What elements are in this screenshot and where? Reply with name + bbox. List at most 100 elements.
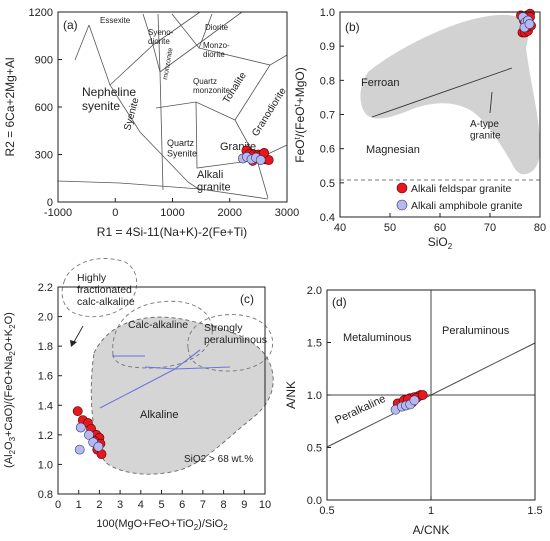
panel-c-hfca-field bbox=[61, 258, 138, 318]
feldspar-granite-point bbox=[72, 406, 83, 417]
y-tick-label: 1.4 bbox=[38, 400, 53, 412]
y-tick-label: 1.0 bbox=[320, 7, 335, 19]
panel-c-hfca-arrow bbox=[73, 325, 84, 343]
x-tick-label: 2 bbox=[96, 499, 102, 511]
x-tick-label: 9 bbox=[241, 499, 247, 511]
panel-c-hfca-arrowhead bbox=[70, 340, 77, 347]
y-tick-label: 1.8 bbox=[38, 341, 53, 353]
panel-c-yticks: 0.8 1.0 1.2 1.4 1.6 1.8 2.0 2.2 bbox=[38, 282, 62, 501]
y-tick-label: 600 bbox=[35, 102, 53, 114]
y-tick-label: 900 bbox=[35, 55, 53, 67]
amphibole-granite-point bbox=[74, 444, 85, 455]
y-tick-label: 1.2 bbox=[38, 430, 53, 442]
field-label-line: granite bbox=[470, 131, 501, 142]
panel-a-field-label: Granodiorite bbox=[250, 86, 289, 139]
panel-c-xticks: 0 1 2 3 4 5 6 7 8 9 10 bbox=[55, 490, 271, 511]
panel-c-calcalk-field bbox=[112, 300, 213, 369]
panel-d-points bbox=[390, 390, 428, 415]
panel-a-field-label: Syeno-diorite bbox=[148, 28, 174, 46]
panel-b-yticks: 0.4 0.5 0.6 0.7 0.8 0.9 1.0 bbox=[320, 7, 344, 224]
panel-b-field-label: A-type granite bbox=[470, 119, 501, 142]
panel-c: Highly fractionated calc-alkaline Calc-alk… bbox=[3, 258, 274, 532]
field-label-line: diorite bbox=[148, 37, 170, 46]
panel-b-field-label: Magnesian bbox=[366, 144, 420, 156]
x-tick-label: 40 bbox=[334, 222, 346, 234]
amphibole-granite-point bbox=[93, 441, 104, 452]
field-label-line: Ferroan bbox=[361, 77, 400, 89]
x-tick-label: 0.5 bbox=[319, 505, 334, 517]
panel-b-xticks: 40 50 60 70 80 bbox=[334, 213, 546, 234]
panel-c-field-label: Calc-alkaline bbox=[128, 319, 188, 331]
field-label-line: Syeno- bbox=[148, 28, 174, 37]
field-label-line: Essexite bbox=[100, 16, 131, 25]
amphibole-granite-point bbox=[524, 19, 535, 29]
field-label-line: Syenite bbox=[167, 148, 197, 158]
panel-b-ferroan-boundary bbox=[371, 67, 513, 118]
x-tick-label: 1000 bbox=[160, 207, 184, 219]
field-label-line: Granodiorite bbox=[250, 86, 289, 139]
y-tick-label: 2.0 bbox=[307, 285, 322, 297]
field-label-line: Diorite bbox=[205, 23, 229, 32]
panel-a-field-label: Quartz monzonite bbox=[193, 77, 230, 95]
field-label-line: syenite bbox=[82, 99, 120, 113]
panel-b-xlabel: SiO2 bbox=[428, 235, 453, 251]
x-tick-label: 50 bbox=[384, 222, 396, 234]
amphibole-granite-point bbox=[409, 395, 420, 406]
field-label-line: Syenite bbox=[122, 96, 141, 131]
amphibole-granite-point bbox=[75, 422, 86, 433]
x-tick-label: 80 bbox=[534, 222, 546, 234]
field-label-line: diorite bbox=[203, 50, 225, 59]
panel-b-legend: Alkali feldspar granite Alkali amphibole… bbox=[396, 182, 523, 212]
panel-b-field-label: Ferroan bbox=[361, 77, 400, 89]
panel-a-field-label: Monzo-diorite bbox=[203, 41, 230, 59]
amphibole-granite-point bbox=[255, 155, 266, 165]
panel-c-tag: (c) bbox=[240, 292, 254, 306]
legend-feldspar-marker bbox=[396, 182, 408, 194]
field-label-line: Metaluminous bbox=[343, 332, 412, 344]
panel-a-points bbox=[237, 145, 274, 166]
field-label-line: monzonite bbox=[193, 86, 230, 95]
field-label-line: Nepheline bbox=[82, 85, 136, 99]
panel-b-ylabel: FeOt/(FeOt+MgO) bbox=[293, 67, 307, 163]
x-tick-label: 5 bbox=[158, 499, 164, 511]
panel-c-field-label: Highly fractionated calc-alkaline bbox=[77, 272, 135, 308]
panel-c-xlabel: 100(MgO+FeO+TiO2)/SiO2 bbox=[96, 518, 228, 532]
x-tick-label: 1.5 bbox=[527, 505, 542, 517]
field-label-line: monzonite bbox=[162, 47, 175, 80]
y-tick-label: 2.0 bbox=[38, 312, 53, 324]
field-label-line: Quartz bbox=[167, 138, 195, 148]
x-tick-label: 1 bbox=[428, 505, 434, 517]
amphibole-granite-point bbox=[84, 429, 94, 440]
x-tick-label: 10 bbox=[259, 499, 271, 511]
panel-c-points bbox=[72, 406, 107, 459]
y-tick-label: 2.2 bbox=[38, 282, 53, 294]
panel-a-ylabel: R2 = 6Ca+2Mg+Al bbox=[3, 57, 17, 156]
field-label-line: Monzo- bbox=[203, 41, 230, 50]
x-tick-label: 60 bbox=[434, 222, 446, 234]
panel-d-ylabel: A/NK bbox=[284, 381, 298, 409]
panel-d-field-label: Peralkaline bbox=[333, 393, 387, 427]
y-tick-label: 0.7 bbox=[320, 110, 335, 122]
field-label-line: Quartz bbox=[193, 77, 217, 86]
y-tick-label: 300 bbox=[35, 150, 53, 162]
x-tick-label: 4 bbox=[138, 499, 144, 511]
x-tick-label: 2000 bbox=[218, 207, 242, 219]
panel-a-field-label: Quartz Syenite bbox=[167, 138, 197, 158]
panel-a-field-label: Syenite bbox=[122, 96, 141, 131]
field-label-line: Strongly bbox=[204, 322, 243, 334]
panel-d-field-label: Metaluminous bbox=[343, 332, 412, 344]
panel-a-field-label: Diorite bbox=[205, 23, 229, 32]
panel-d-xticks: 0.5 1 1.5 bbox=[319, 496, 543, 517]
y-tick-label: 0.4 bbox=[320, 212, 335, 224]
legend-amphibole-marker bbox=[396, 199, 408, 211]
panel-b-points bbox=[516, 8, 536, 38]
y-tick-label: 0 bbox=[47, 197, 53, 209]
panel-a-field-label: Alkali granite bbox=[197, 169, 231, 194]
legend-feldspar-label: Alkali feldspar granite bbox=[411, 183, 512, 195]
y-tick-label: 1.0 bbox=[307, 390, 322, 402]
field-label-line: granite bbox=[197, 182, 231, 194]
panel-b-tag: (b) bbox=[345, 20, 360, 34]
x-tick-label: 70 bbox=[484, 222, 496, 234]
panel-d-yticks: 0.0 0.5 1.0 1.5 2.0 bbox=[307, 285, 331, 507]
